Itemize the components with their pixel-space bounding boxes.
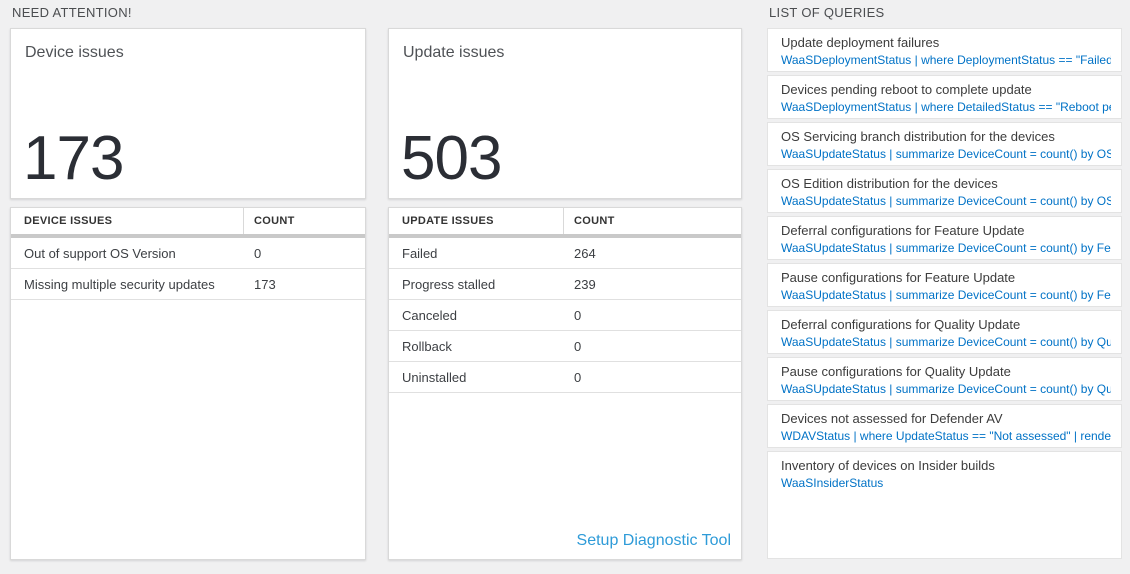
row-count: 0 [254, 245, 262, 261]
query-text-link[interactable]: WaaSUpdateStatus | summarize DeviceCount… [781, 382, 1111, 396]
table-row-failed[interactable]: Failed 264 [389, 238, 741, 269]
update-issues-table: UPDATE ISSUES COUNT Failed 264 Progress … [388, 207, 742, 560]
query-item-insider-builds-inventory[interactable]: Inventory of devices on Insider builds W… [767, 451, 1122, 559]
query-title: Deferral configurations for Feature Upda… [781, 223, 1025, 238]
row-label: Failed [402, 245, 438, 261]
need-attention-column-devices: NEED ATTENTION! Device issues 173 DEVICE… [10, 5, 366, 560]
query-text-link[interactable]: WaaSDeploymentStatus | where DeploymentS… [781, 53, 1111, 67]
table-row-out-of-support[interactable]: Out of support OS Version 0 [11, 238, 365, 269]
query-item-pause-quality-update[interactable]: Pause configurations for Quality Update … [767, 357, 1122, 401]
row-count: 0 [574, 307, 582, 323]
query-text-link[interactable]: WaaSInsiderStatus [781, 476, 884, 490]
query-text-link[interactable]: WaaSDeploymentStatus | where DetailedSta… [781, 100, 1111, 114]
query-title: OS Edition distribution for the devices [781, 176, 998, 191]
table-row-uninstalled[interactable]: Uninstalled 0 [389, 362, 741, 393]
row-label: Canceled [402, 307, 457, 323]
table-row-canceled[interactable]: Canceled 0 [389, 300, 741, 331]
list-of-queries-section: LIST OF QUERIES Update deployment failur… [767, 5, 1122, 559]
setup-diagnostic-tool-link[interactable]: Setup Diagnostic Tool [576, 532, 731, 549]
query-title: Pause configurations for Quality Update [781, 364, 1011, 379]
row-count: 0 [574, 338, 582, 354]
update-issues-table-header: UPDATE ISSUES COUNT [389, 208, 741, 234]
query-text-link[interactable]: WDAVStatus | where UpdateStatus == "Not … [781, 429, 1111, 443]
update-issues-title: Update issues [403, 44, 505, 61]
query-title: OS Servicing branch distribution for the… [781, 129, 1055, 144]
query-item-pause-feature-update[interactable]: Pause configurations for Feature Update … [767, 263, 1122, 307]
need-attention-label: NEED ATTENTION! [12, 5, 132, 20]
query-text-link[interactable]: WaaSUpdateStatus | summarize DeviceCount… [781, 335, 1111, 349]
query-text-link[interactable]: WaaSUpdateStatus | summarize DeviceCount… [781, 288, 1111, 302]
query-title: Deferral configurations for Quality Upda… [781, 317, 1021, 332]
row-count: 264 [574, 245, 596, 261]
column-header-device-issues: DEVICE ISSUES [11, 208, 244, 234]
query-item-devices-not-assessed-defender[interactable]: Devices not assessed for Defender AV WDA… [767, 404, 1122, 448]
query-text-link[interactable]: WaaSUpdateStatus | summarize DeviceCount… [781, 194, 1111, 208]
query-item-os-edition-distribution[interactable]: OS Edition distribution for the devices … [767, 169, 1122, 213]
row-label: Progress stalled [402, 276, 496, 292]
update-issues-tile[interactable]: Update issues 503 [388, 28, 742, 199]
device-issues-title: Device issues [25, 44, 124, 61]
column-header-count: COUNT [574, 215, 615, 227]
device-issues-tile[interactable]: Device issues 173 [10, 28, 366, 199]
row-count: 173 [254, 276, 276, 292]
query-list: Update deployment failures WaaSDeploymen… [767, 28, 1122, 559]
column-header-count: COUNT [254, 215, 295, 227]
table-footer: Setup Diagnostic Tool [389, 532, 741, 559]
query-title: Pause configurations for Feature Update [781, 270, 1016, 285]
row-label: Missing multiple security updates [24, 276, 215, 292]
spacer-label [388, 5, 742, 28]
row-count: 239 [574, 276, 596, 292]
query-title: Inventory of devices on Insider builds [781, 458, 995, 473]
table-row-progress-stalled[interactable]: Progress stalled 239 [389, 269, 741, 300]
table-row-rollback[interactable]: Rollback 0 [389, 331, 741, 362]
device-issues-table-header: DEVICE ISSUES COUNT [11, 208, 365, 234]
list-of-queries-label: LIST OF QUERIES [769, 5, 885, 20]
table-row-missing-security-updates[interactable]: Missing multiple security updates 173 [11, 269, 365, 300]
row-label: Out of support OS Version [24, 245, 176, 261]
query-title: Devices not assessed for Defender AV [781, 411, 1003, 426]
query-item-deferral-quality-update[interactable]: Deferral configurations for Quality Upda… [767, 310, 1122, 354]
spacer [10, 199, 366, 207]
row-label: Uninstalled [402, 369, 467, 385]
query-title: Update deployment failures [781, 35, 940, 50]
query-text-link[interactable]: WaaSUpdateStatus | summarize DeviceCount… [781, 147, 1111, 161]
query-item-os-servicing-branch[interactable]: OS Servicing branch distribution for the… [767, 122, 1122, 166]
query-title: Devices pending reboot to complete updat… [781, 82, 1032, 97]
header-divider-bar [389, 234, 741, 238]
spacer [388, 199, 742, 207]
query-text-link[interactable]: WaaSUpdateStatus | summarize DeviceCount… [781, 241, 1111, 255]
query-item-update-deployment-failures[interactable]: Update deployment failures WaaSDeploymen… [767, 28, 1122, 72]
row-label: Rollback [402, 338, 452, 354]
column-header-update-issues: UPDATE ISSUES [389, 208, 564, 234]
query-item-devices-pending-reboot[interactable]: Devices pending reboot to complete updat… [767, 75, 1122, 119]
device-issues-count: 173 [23, 124, 124, 193]
need-attention-column-updates: Update issues 503 UPDATE ISSUES COUNT Fa… [388, 5, 742, 560]
device-issues-table: DEVICE ISSUES COUNT Out of support OS Ve… [10, 207, 366, 560]
query-item-deferral-feature-update[interactable]: Deferral configurations for Feature Upda… [767, 216, 1122, 260]
row-count: 0 [574, 369, 582, 385]
header-divider-bar [11, 234, 365, 238]
update-issues-count: 503 [401, 124, 502, 193]
